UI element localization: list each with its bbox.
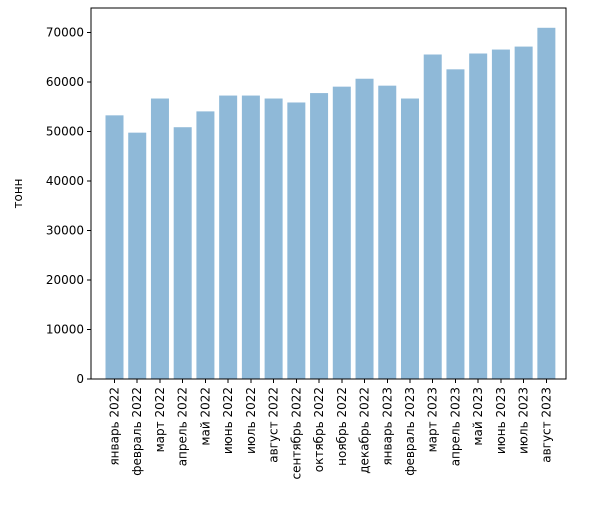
bar: [355, 78, 374, 379]
bar: [105, 115, 124, 380]
axes: [90, 7, 567, 380]
bar: [332, 86, 351, 379]
bar: [378, 85, 397, 380]
bar: [128, 132, 147, 379]
bar: [514, 46, 533, 380]
x-tick-label: ноябрь 2022: [335, 387, 349, 466]
bar: [287, 102, 306, 380]
x-axis-ticks: январь 2022 февраль 2022 март 2022 апрель 2…: [108, 379, 553, 479]
bar: [264, 98, 283, 380]
y-tick-label: 10000: [46, 323, 84, 337]
y-tick-label: 0: [76, 372, 84, 386]
bar: [400, 98, 419, 380]
x-tick-label: июль 2023: [517, 387, 531, 454]
bar: [241, 95, 260, 379]
bars-layer: [105, 27, 556, 380]
y-tick-label: 60000: [46, 75, 84, 89]
x-tick-label: декабрь 2022: [358, 387, 372, 474]
x-tick-label: февраль 2022: [130, 387, 144, 476]
x-tick-label: май 2022: [198, 387, 212, 446]
x-tick-label: апрель 2022: [176, 387, 190, 466]
bar: [446, 69, 465, 379]
y-tick-label: 40000: [46, 174, 84, 188]
x-tick-label: август 2023: [539, 387, 553, 463]
y-tick-label: 50000: [46, 125, 84, 139]
x-tick-label: май 2023: [471, 387, 485, 446]
bar: [150, 98, 169, 380]
y-axis-ticks: 0 10000 20000 30000 40000 50000 60000 70000: [46, 26, 91, 386]
y-tick-label: 70000: [46, 26, 84, 40]
bar: [469, 53, 488, 379]
x-tick-label: сентябрь 2022: [289, 387, 303, 479]
bar: [173, 127, 192, 380]
x-tick-label: июнь 2022: [221, 387, 235, 454]
bar: [537, 27, 556, 379]
y-axis-label: тонн: [11, 178, 25, 208]
bar: [310, 93, 329, 379]
bar: [196, 111, 215, 380]
x-tick-label: июнь 2023: [494, 387, 508, 454]
x-tick-label: октябрь 2022: [312, 387, 326, 472]
y-tick-label: 20000: [46, 273, 84, 287]
x-tick-label: март 2023: [426, 387, 440, 452]
x-tick-label: март 2022: [153, 387, 167, 452]
bar: [423, 54, 442, 380]
x-tick-label: февраль 2023: [403, 387, 417, 476]
bar: [491, 49, 510, 379]
x-tick-label: январь 2023: [380, 387, 394, 466]
x-tick-label: июль 2022: [244, 387, 258, 454]
y-tick-label: 30000: [46, 224, 84, 238]
x-tick-label: январь 2022: [108, 387, 122, 466]
x-tick-label: август 2022: [267, 387, 281, 463]
bar: [219, 95, 238, 379]
axes-frame: [90, 7, 567, 380]
x-tick-label: апрель 2023: [448, 387, 462, 466]
